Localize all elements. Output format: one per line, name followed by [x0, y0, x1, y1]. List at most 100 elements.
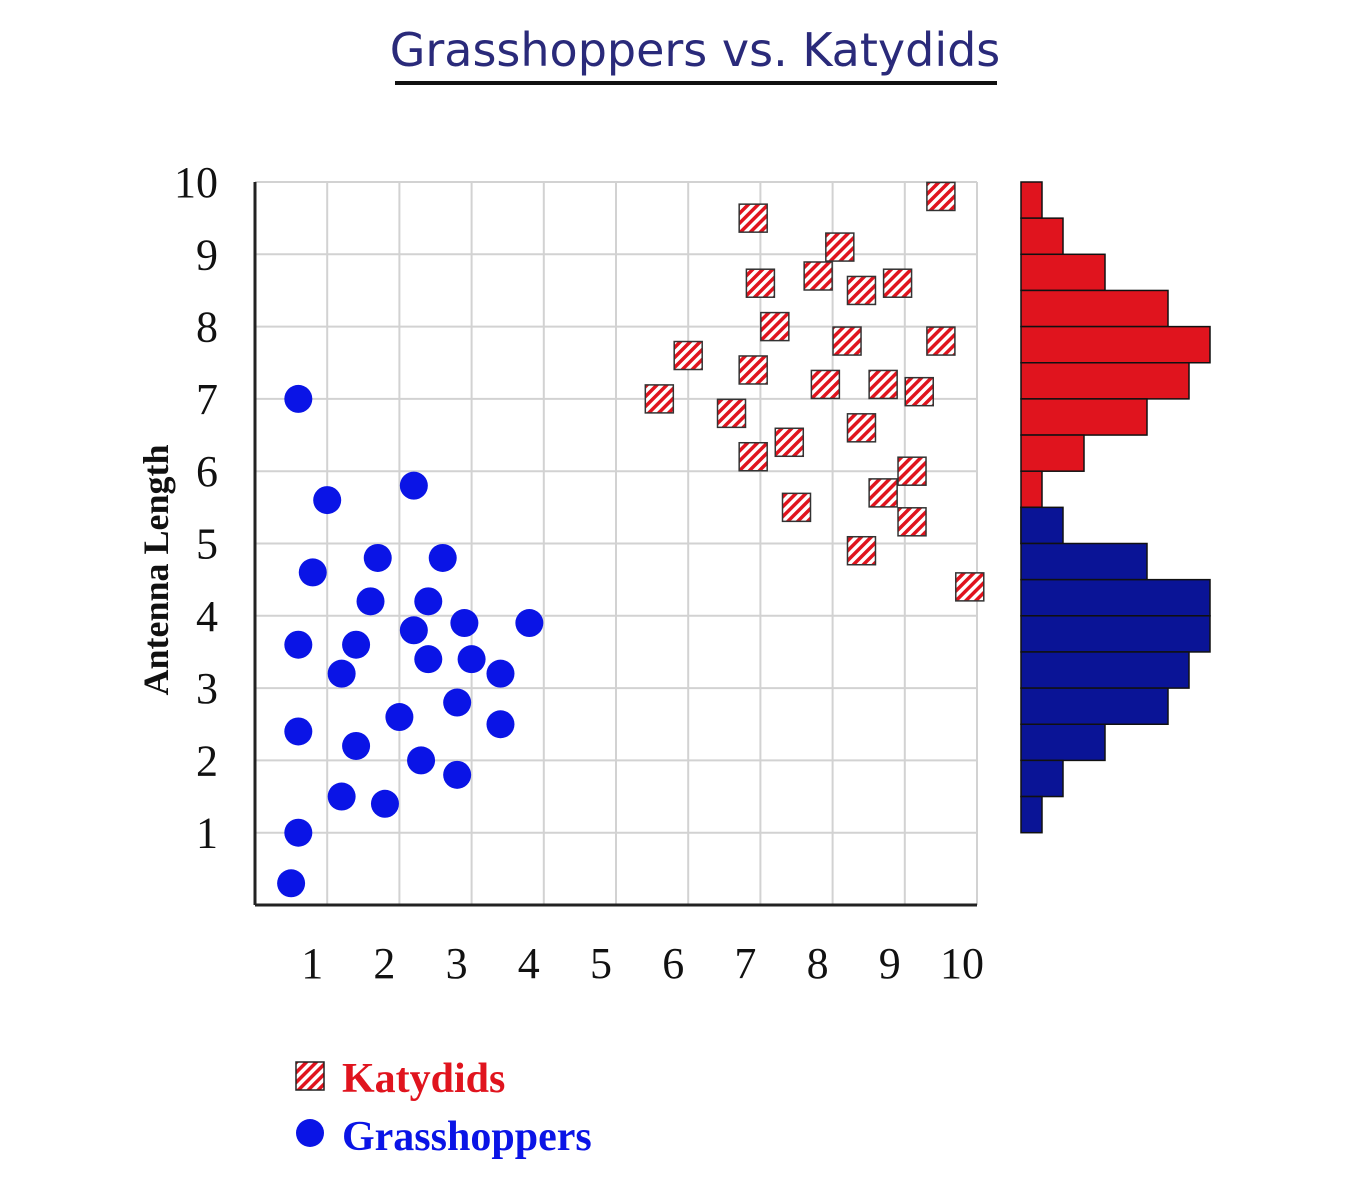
- grasshopper-point: [414, 587, 443, 616]
- katydid-point: [803, 261, 833, 291]
- katydid-point: [882, 268, 913, 298]
- y-tick-label: 10: [174, 158, 218, 207]
- legend-grasshoppers-marker: [296, 1119, 324, 1147]
- katydids-histogram-bar: [1020, 362, 1190, 400]
- grasshopper-point: [486, 710, 515, 739]
- grasshopper-point: [407, 746, 436, 775]
- y-tick-label: 4: [196, 592, 218, 641]
- grasshoppers-series: [277, 384, 544, 898]
- katydids-series: [644, 181, 985, 602]
- katydids-histogram-bar: [1020, 470, 1043, 509]
- katydids-histogram-bar: [1020, 289, 1169, 328]
- katydid-point: [760, 311, 790, 342]
- grasshoppers-histogram: [1020, 506, 1211, 834]
- katydids-histogram-bar: [1020, 398, 1148, 436]
- katydid-point: [832, 326, 862, 356]
- katydids-histogram-bar: [1020, 181, 1043, 219]
- axes: [253, 182, 977, 907]
- grasshoppers-histogram-bar: [1020, 795, 1043, 834]
- y-tick-label: 6: [196, 447, 218, 496]
- katydid-point: [745, 268, 776, 298]
- katydids-histogram-bar: [1020, 325, 1211, 364]
- y-tick-label: 8: [196, 303, 218, 352]
- katydid-point: [897, 456, 927, 486]
- y-tick-label: 2: [196, 736, 218, 785]
- katydid-point: [781, 492, 812, 523]
- x-tick-labels: 1 2 3 4 5 6 7 8 9 10: [301, 939, 984, 988]
- grasshopper-point: [284, 630, 313, 659]
- x-tick-label: 5: [590, 939, 612, 988]
- grasshoppers-histogram-bar: [1020, 615, 1211, 653]
- legend-grasshoppers-label: Grasshoppers: [342, 1114, 592, 1160]
- legend-katydids-label: Katydids: [342, 1056, 505, 1102]
- katydid-point: [926, 181, 956, 212]
- katydid-point: [738, 355, 768, 385]
- katydid-point: [738, 441, 768, 472]
- x-tick-label: 9: [879, 939, 901, 988]
- grasshoppers-histogram-bar: [1020, 506, 1064, 545]
- katydid-point: [846, 535, 877, 566]
- katydid-point: [825, 232, 855, 262]
- katydids-histogram-bar: [1020, 217, 1064, 256]
- legend-katydids-marker: [295, 1061, 325, 1091]
- grasshoppers-histogram-bar: [1020, 651, 1190, 689]
- grasshopper-point: [342, 731, 371, 760]
- katydid-point: [644, 384, 675, 414]
- katydid-point: [868, 369, 898, 400]
- grasshopper-point: [298, 558, 327, 587]
- grid: [255, 181, 978, 905]
- y-tick-label: 7: [196, 375, 218, 424]
- grasshoppers-histogram-bar: [1020, 687, 1169, 725]
- katydids-histogram-bar: [1020, 434, 1085, 472]
- grasshopper-point: [313, 486, 342, 515]
- grasshopper-point: [450, 609, 479, 638]
- grasshopper-point: [370, 789, 399, 818]
- grasshopper-point: [284, 818, 313, 847]
- grasshopper-point: [399, 471, 428, 500]
- katydid-point: [738, 203, 768, 233]
- grasshopper-point: [327, 782, 356, 811]
- y-tick-label: 9: [196, 230, 218, 279]
- katydid-point: [846, 413, 877, 443]
- y-tick-label: 3: [196, 664, 218, 713]
- katydids-histogram: [1020, 181, 1211, 545]
- katydid-point: [810, 369, 841, 400]
- grasshoppers-histogram-bar: [1020, 542, 1148, 581]
- x-tick-label: 4: [518, 939, 540, 988]
- grasshopper-point: [443, 760, 472, 789]
- y-tick-label: 1: [196, 809, 218, 858]
- grasshopper-point: [486, 659, 515, 688]
- x-tick-label: 2: [373, 939, 395, 988]
- katydid-point: [846, 275, 877, 306]
- grasshopper-point: [356, 587, 385, 616]
- grasshopper-point: [457, 645, 486, 674]
- katydid-point: [716, 398, 747, 429]
- grasshopper-point: [284, 384, 313, 413]
- grasshopper-point: [399, 616, 428, 645]
- y-tick-labels: 1 2 3 4 5 6 7 8 9 10: [174, 158, 218, 858]
- katydid-point: [673, 340, 703, 371]
- y-axis-label: Antenna Length: [136, 444, 176, 695]
- x-tick-label: 8: [807, 939, 829, 988]
- grasshoppers-histogram-bar: [1020, 578, 1211, 617]
- katydid-point: [774, 427, 805, 458]
- grasshopper-point: [363, 543, 392, 572]
- grasshopper-point: [443, 688, 472, 717]
- katydid-point: [955, 572, 985, 602]
- legend: Katydids Grasshoppers: [295, 1056, 592, 1160]
- katydid-point: [904, 376, 934, 407]
- grasshopper-point: [327, 659, 356, 688]
- katydids-histogram-bar: [1020, 253, 1106, 292]
- x-tick-label: 1: [301, 939, 323, 988]
- grasshopper-point: [414, 645, 443, 674]
- x-tick-label: 10: [940, 939, 984, 988]
- grasshopper-point: [515, 609, 544, 638]
- grasshopper-point: [284, 717, 313, 746]
- katydid-point: [926, 326, 956, 356]
- x-tick-label: 3: [446, 939, 468, 988]
- katydid-point: [897, 507, 927, 537]
- chart-title: Grasshoppers vs. Katydids: [390, 23, 1001, 77]
- grasshopper-point: [277, 869, 306, 898]
- grasshoppers-histogram-bar: [1020, 759, 1064, 798]
